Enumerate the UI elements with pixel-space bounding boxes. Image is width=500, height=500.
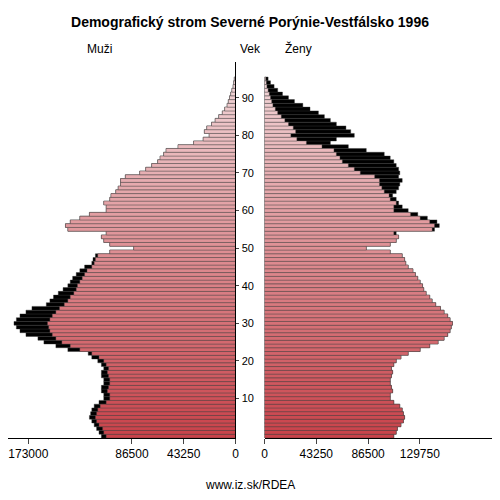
svg-text:50: 50 (242, 242, 254, 254)
svg-text:0: 0 (232, 447, 239, 461)
svg-text:Demografický strom Severné Por: Demografický strom Severné Porýnie-Vestf… (71, 14, 429, 30)
svg-text:70: 70 (242, 167, 254, 179)
svg-text:43250: 43250 (167, 447, 201, 461)
svg-text:20: 20 (242, 355, 254, 367)
svg-text:86500: 86500 (351, 447, 385, 461)
svg-text:www.iz.sk/RDEA: www.iz.sk/RDEA (205, 478, 295, 492)
svg-text:80: 80 (242, 129, 254, 141)
svg-text:Vek: Vek (240, 42, 261, 56)
svg-text:43250: 43250 (300, 447, 334, 461)
svg-text:Muži: Muži (87, 42, 112, 56)
svg-text:Ženy: Ženy (285, 41, 312, 56)
svg-text:90: 90 (242, 92, 254, 104)
svg-text:173000: 173000 (8, 447, 48, 461)
svg-text:86500: 86500 (115, 447, 149, 461)
svg-text:129750: 129750 (400, 447, 440, 461)
svg-text:60: 60 (242, 204, 254, 216)
svg-text:10: 10 (242, 392, 254, 404)
svg-text:40: 40 (242, 280, 254, 292)
svg-text:0: 0 (261, 447, 268, 461)
svg-text:30: 30 (242, 317, 254, 329)
